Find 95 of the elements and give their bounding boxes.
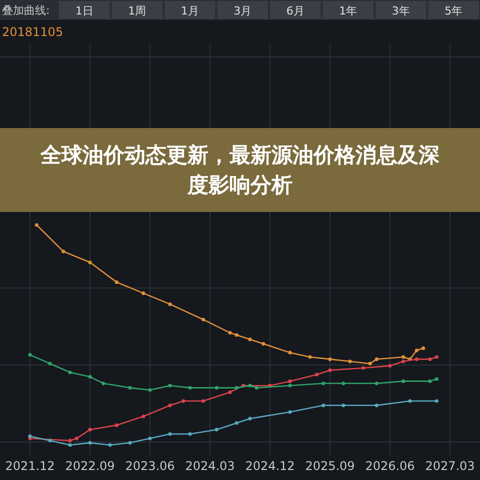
x-tick-label: 2027.03 — [425, 459, 475, 473]
point — [68, 438, 72, 442]
point — [288, 350, 292, 354]
button: 1月 — [164, 1, 216, 19]
point — [188, 432, 192, 436]
point — [28, 434, 32, 438]
button: 1日 — [59, 1, 110, 19]
point — [248, 384, 252, 388]
point — [34, 223, 38, 227]
point — [322, 404, 326, 408]
x-tick-label: 2026.06 — [365, 459, 415, 473]
point — [214, 428, 218, 432]
point — [102, 382, 106, 386]
point — [414, 357, 418, 361]
button: 5年 — [428, 1, 479, 19]
point — [168, 302, 172, 306]
point — [168, 384, 172, 388]
point — [288, 384, 292, 388]
point — [48, 362, 52, 366]
point — [434, 355, 438, 359]
point — [414, 348, 418, 352]
point — [374, 382, 378, 386]
point — [88, 260, 92, 264]
point — [422, 346, 426, 350]
point — [168, 404, 172, 408]
point — [368, 362, 372, 366]
point — [342, 382, 346, 386]
button: 3月 — [217, 1, 268, 19]
point — [234, 421, 238, 425]
point — [168, 432, 172, 436]
point — [348, 360, 352, 364]
point — [28, 353, 32, 357]
point — [234, 386, 238, 390]
point — [48, 438, 52, 442]
point — [128, 386, 132, 390]
point — [288, 410, 292, 414]
point — [68, 443, 72, 447]
point — [88, 441, 92, 445]
point — [308, 355, 312, 359]
point — [114, 280, 118, 284]
x-tick-label: 2022.09 — [65, 459, 115, 473]
point — [328, 368, 332, 372]
x-tick-label: 2025.09 — [305, 459, 355, 473]
point — [434, 399, 438, 403]
button: 6月 — [270, 1, 321, 19]
point — [408, 399, 412, 403]
point — [128, 441, 132, 445]
point — [428, 357, 432, 361]
point — [148, 436, 152, 440]
x-tick-label: 2024.03 — [185, 459, 235, 473]
x-tick-label: 2021.12 — [5, 459, 55, 473]
point — [374, 404, 378, 408]
point — [388, 364, 392, 368]
chart-title: 全球油价动态更新，最新源油价格消息及深度影响分析 — [40, 143, 440, 197]
point — [68, 370, 72, 374]
point — [88, 428, 92, 432]
x-tick-label: 2023.06 — [125, 459, 175, 473]
point — [202, 318, 206, 322]
point — [214, 386, 218, 390]
point — [362, 366, 366, 370]
point — [342, 404, 346, 408]
point — [202, 399, 206, 403]
button: 1年 — [322, 1, 374, 19]
point — [262, 342, 266, 346]
point — [74, 436, 78, 440]
point — [434, 377, 438, 381]
point — [248, 416, 252, 420]
point — [328, 357, 332, 361]
point — [234, 333, 238, 337]
point — [374, 357, 378, 361]
point — [288, 379, 292, 383]
point — [248, 338, 252, 342]
point — [142, 414, 146, 418]
point — [188, 386, 192, 390]
point — [148, 388, 152, 392]
point — [228, 331, 232, 335]
point — [322, 382, 326, 386]
point — [88, 375, 92, 379]
button: 3年 — [376, 1, 426, 19]
point — [182, 399, 186, 403]
point — [314, 372, 318, 376]
point — [62, 250, 66, 254]
point — [402, 360, 406, 364]
x-tick-label: 2024.12 — [245, 459, 295, 473]
point — [254, 386, 258, 390]
point — [114, 423, 118, 427]
text: 叠加曲线: — [2, 4, 50, 17]
point — [228, 390, 232, 394]
point — [108, 443, 112, 447]
point — [428, 379, 432, 383]
button: 1周 — [112, 1, 162, 19]
point — [142, 291, 146, 295]
text: 20181105 — [2, 25, 64, 39]
point — [402, 355, 406, 359]
point — [402, 379, 406, 383]
